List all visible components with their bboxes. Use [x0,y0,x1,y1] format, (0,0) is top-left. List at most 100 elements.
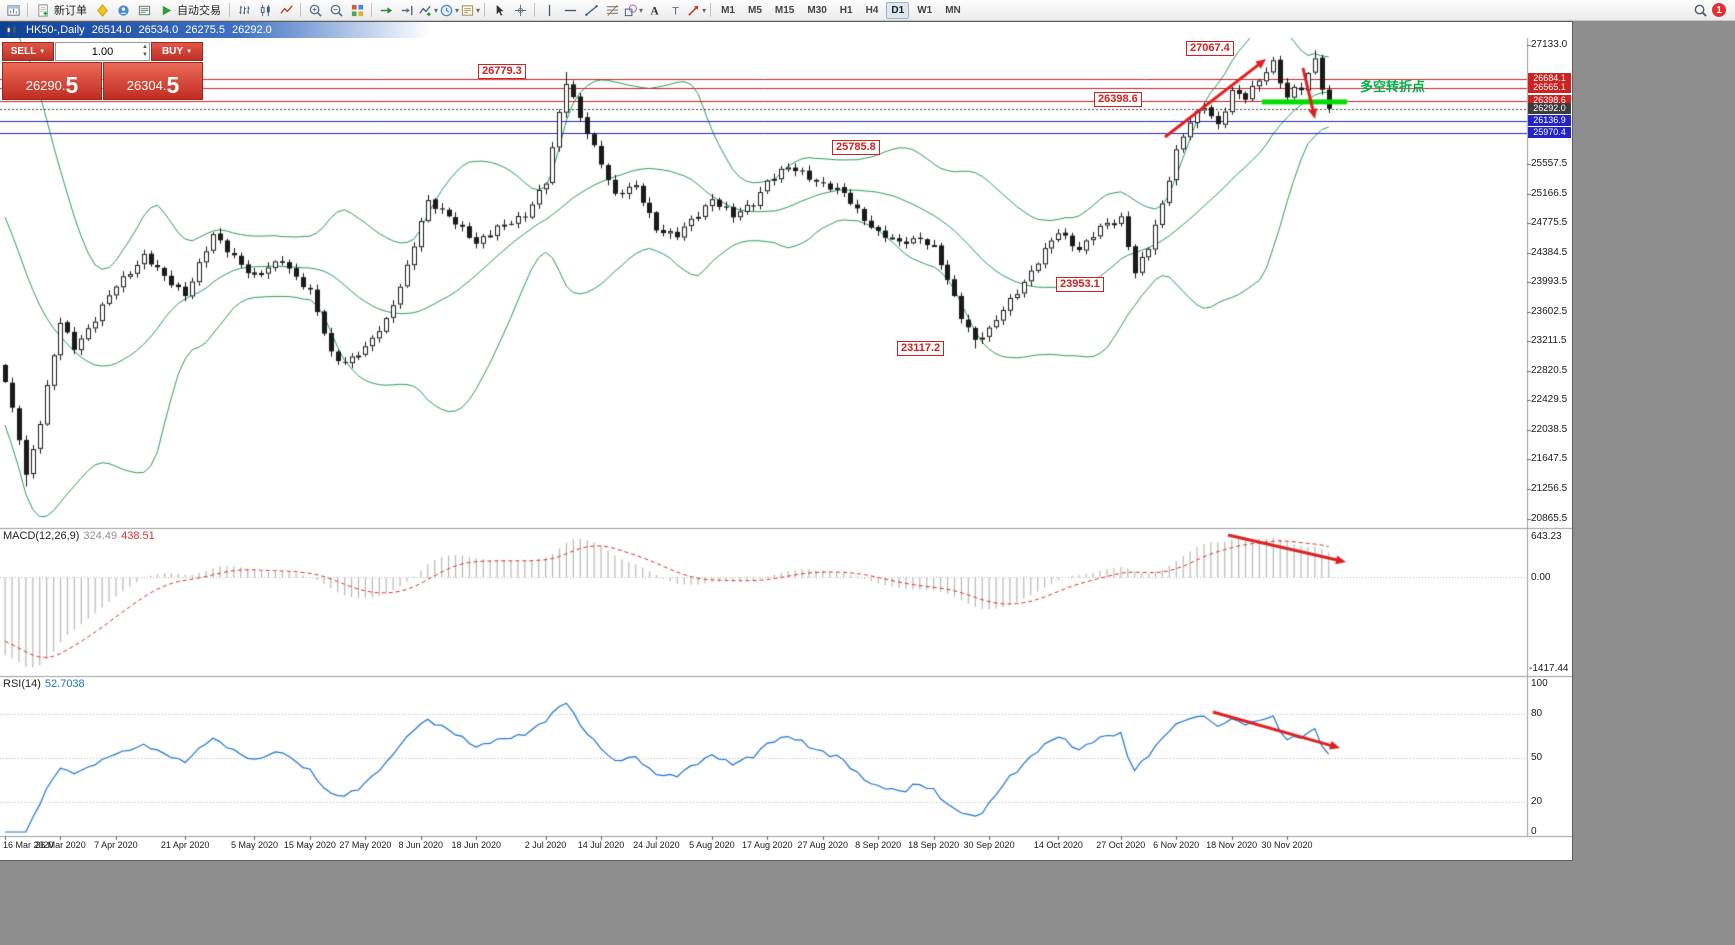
buy-label: BUY [161,46,184,57]
line-chart-button[interactable] [276,1,296,19]
ohlc-low: 26275.5 [185,24,225,36]
horizontal-line-button[interactable] [560,1,580,19]
arrow-tool-icon [686,3,701,18]
tile-windows-button[interactable] [347,1,367,19]
text-label-button[interactable]: T [665,1,685,19]
date-axis-label: 5 Aug 2020 [689,840,735,850]
caret-down-icon: ▾ [639,5,644,15]
date-axis-label: 14 Jul 2020 [577,840,625,850]
navigator-button[interactable] [113,1,133,19]
text-button[interactable]: A [644,1,664,19]
arrows-button[interactable]: ▾ [686,1,706,19]
candles-icon [258,3,273,18]
volume-increase-button[interactable]: ▲ [142,44,148,50]
text-a-icon: A [647,3,662,18]
date-axis-label: 14 Oct 2020 [1033,840,1083,850]
zoom-in-button[interactable] [305,1,325,19]
buy-price-button[interactable]: 26304. 5 [103,62,203,100]
volume-decrease-button[interactable]: ▼ [142,52,148,58]
toolbar-separator [371,3,372,17]
svg-text:T: T [672,5,679,17]
toolbar-separator [710,3,712,17]
timeframe-h4-button[interactable]: H4 [865,4,879,16]
play-icon [159,3,174,18]
volume-value: 1.00 [91,45,114,58]
sell-price-button[interactable]: 26290. 5 [2,62,102,100]
price-axis-label: 22429.5 [1531,394,1568,405]
macd-indicator-label: MACD(12,26,9) 324.49 438.51 [3,530,159,542]
chart-window-title[interactable]: HK50-,Daily 26514.0 26534.0 26275.5 2629… [0,22,430,38]
timeframe-m15-button[interactable]: M15 [774,4,795,16]
fibonacci-button[interactable] [602,1,622,19]
price-axis-tag: 26398.6 [1528,95,1571,106]
price-label-box[interactable]: 25785.8 [832,140,880,155]
price-axis-label: 27133.0 [1531,39,1568,50]
zoom-out-icon [329,3,344,18]
macd-axis-label: 643.23 [1531,531,1562,542]
price-label-box[interactable]: 27067.4 [1186,41,1234,56]
price-axis-label: 23993.5 [1531,276,1568,287]
price-label-box[interactable]: 26779.3 [478,64,526,79]
toolbar-separator [484,3,486,17]
shapes-button[interactable]: ▾ [623,1,643,19]
date-axis-label: 30 Sep 2020 [963,840,1015,850]
date-axis-label: 15 May 2020 [283,840,336,850]
bar-chart-button[interactable] [234,1,254,19]
new-order-button-label: 新订单 [54,5,87,17]
ohlc-open: 26514.0 [91,24,132,36]
timeframe-d1-button[interactable]: D1 [886,1,910,19]
volume-input[interactable]: 1.00 ▲ ▼ [55,42,150,61]
vertical-line-button[interactable] [539,1,559,19]
vline-icon [542,3,557,18]
notification-badge[interactable]: 1 [1712,3,1726,17]
timeframe-w1-button[interactable]: W1 [917,4,933,16]
crosshair-button[interactable] [510,1,530,19]
terminal-button[interactable] [134,1,154,19]
timeframe-m5-button[interactable]: M5 [747,4,762,16]
new-order-button[interactable]: 新订单 [32,1,91,19]
turning-point-label[interactable]: 多空转折点 [1360,79,1426,94]
price-axis-label: 25166.5 [1531,188,1568,199]
price-label-box[interactable]: 23117.2 [897,341,945,356]
date-axis-label: 6 Nov 2020 [1153,840,1200,850]
templates-button[interactable]: ▾ [460,1,480,19]
price-axis-label: 22038.5 [1531,424,1568,435]
search-button[interactable] [1690,1,1710,19]
timeframe-h1-button[interactable]: H1 [839,4,853,16]
buy-price-big-digit: 5 [166,72,180,98]
rsi-name: RSI(14) [3,678,41,690]
chart-shift-button[interactable] [397,1,417,19]
auto-scroll-icon [379,3,394,18]
date-axis-label: 27 May 2020 [339,840,392,850]
cursor-icon [492,3,507,18]
price-axis-label: 25557.5 [1531,158,1568,169]
timeframe-mn-button[interactable]: MN [945,4,961,16]
trendline-button[interactable] [581,1,601,19]
navigator-icon [116,3,131,18]
macd-signal-value: 438.51 [121,530,155,542]
price-label-box[interactable]: 26398.6 [1094,92,1142,107]
periods-button[interactable]: ▾ [439,1,459,19]
market-watch-button[interactable] [92,1,112,19]
toolbar-separator [300,3,301,17]
date-axis-label: 17 Aug 2020 [742,840,793,850]
timeframe-m1-button[interactable]: M1 [721,4,735,16]
caret-down-icon: ▼ [39,48,46,55]
zoom-out-button[interactable] [326,1,346,19]
new-chart-button[interactable] [3,1,23,19]
indicators-button[interactable]: ▾ [418,1,438,19]
price-label-box[interactable]: 23953.1 [1056,277,1104,292]
sell-tab[interactable]: SELL ▼ [2,42,54,61]
zoom-in-icon [308,3,323,18]
chart-canvas[interactable] [0,22,1572,860]
buy-tab[interactable]: BUY ▼ [151,42,203,61]
candlestick-button[interactable] [255,1,275,19]
chart-window: HK50-,Daily 26514.0 26534.0 26275.5 2629… [0,22,1572,860]
cursor-button[interactable] [489,1,509,19]
auto-scroll-button[interactable] [376,1,396,19]
timeframe-m30-button[interactable]: M30 [807,4,827,16]
date-axis-label: 18 Jun 2020 [451,840,502,850]
auto-trading-button[interactable]: 自动交易 [155,1,225,19]
text-t-icon: T [668,3,683,18]
